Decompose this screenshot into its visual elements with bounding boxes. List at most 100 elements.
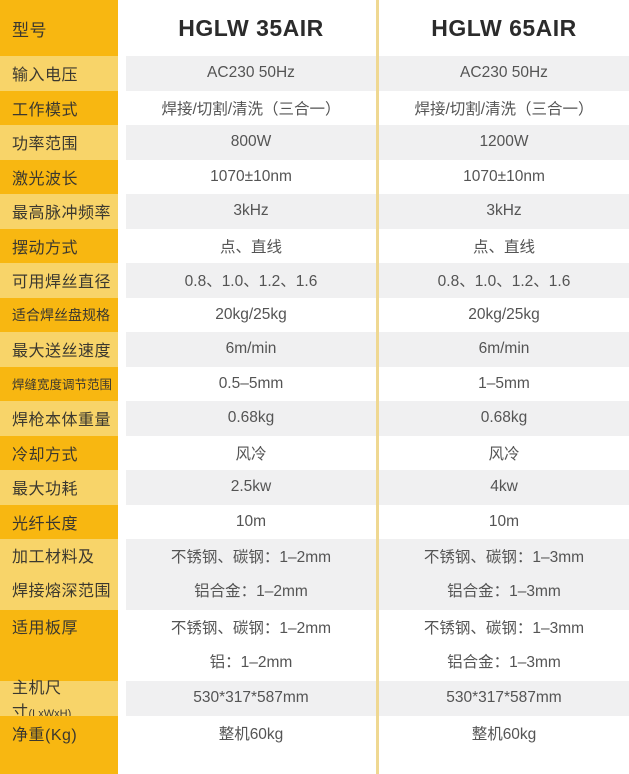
spec-value: 点、直线 xyxy=(379,228,629,263)
spec-value: 0.68kg xyxy=(379,401,629,436)
column-gutter xyxy=(118,504,126,539)
header-model-label: 型号 xyxy=(0,0,118,56)
spec-value: 1–5mm xyxy=(379,366,629,401)
column-gutter xyxy=(118,0,126,56)
spec-value-text: 3kHz xyxy=(486,202,522,220)
spec-value: 0.8、1.0、1.2、1.6 xyxy=(126,263,376,298)
spec-value-text: 20kg/25kg xyxy=(468,305,540,323)
column-gutter xyxy=(118,750,126,774)
row-label-text: 工作模式 xyxy=(12,101,79,119)
column-divider-line xyxy=(376,435,379,470)
table-row: 焊缝宽度调节范围 0.5–5mm 1–5mm xyxy=(0,366,629,401)
column-gutter xyxy=(118,90,126,125)
table-row: 光纤长度 10m 10m xyxy=(0,504,629,539)
spec-value-text: 0.68kg xyxy=(227,409,275,427)
spec-value-text: 风冷 xyxy=(488,445,520,463)
spec-value-text: 20kg/25kg xyxy=(215,305,287,323)
spec-value: 2.5kw xyxy=(126,470,376,505)
spec-value-text: AC230 50Hz xyxy=(207,64,295,82)
filler-col1 xyxy=(126,750,376,774)
table-row: 适用板厚 不锈钢、碳钢：1–2mm 铝：1–2mm 不锈钢、碳钢：1–3mm 铝合金：1… xyxy=(0,610,629,681)
table-row: 激光波长 1070±10nm 1070±10nm xyxy=(0,159,629,194)
column-gutter xyxy=(118,297,126,332)
row-label-text: 最大送丝速度 xyxy=(12,343,112,361)
spec-value-text: 0.68kg xyxy=(480,409,528,427)
table-header-row: 型号 HGLW 35AIR HGLW 65AIR xyxy=(0,0,629,56)
spec-value: 不锈钢、碳钢：1–3mm 铝合金：1–3mm xyxy=(379,610,629,681)
spec-value-text: 1070±10nm xyxy=(463,167,545,185)
spec-value: 1070±10nm xyxy=(379,159,629,194)
column-divider-line xyxy=(376,332,379,367)
spec-value: 0.68kg xyxy=(126,401,376,436)
spec-value: 0.8、1.0、1.2、1.6 xyxy=(379,263,629,298)
spec-value: AC230 50Hz xyxy=(379,56,629,91)
row-label: 适用板厚 xyxy=(0,610,118,681)
spec-value: 不锈钢、碳钢：1–2mm 铝：1–2mm xyxy=(126,610,376,681)
table-row: 净重(Kg) 整机60kg 整机60kg xyxy=(0,715,629,750)
spec-value-text: 6m/min xyxy=(478,340,530,358)
table-row: 最大送丝速度 6m/min 6m/min xyxy=(0,332,629,367)
column-gutter xyxy=(118,228,126,263)
spec-value-text: 530*317*587mm xyxy=(193,689,309,707)
table-row: 最大功耗 2.5kw 4kw xyxy=(0,470,629,505)
spec-value-text: 2.5kw xyxy=(230,478,272,496)
column-gutter xyxy=(118,539,126,610)
spec-value-text: 风冷 xyxy=(235,445,267,463)
spec-value: 风冷 xyxy=(379,435,629,470)
table-row: 功率范围 800W 1200W xyxy=(0,125,629,160)
row-label: 焊缝宽度调节范围 xyxy=(0,366,118,401)
spec-value: 3kHz xyxy=(379,194,629,229)
column-divider-line xyxy=(376,715,379,750)
spec-value-text: 点、直线 xyxy=(472,238,535,256)
spec-value: 0.5–5mm xyxy=(126,366,376,401)
spec-value: 整机60kg xyxy=(379,715,629,750)
column-divider-line xyxy=(376,194,379,229)
spec-value-text: 铝：1–2mm xyxy=(209,653,293,671)
spec-value-text: 530*317*587mm xyxy=(446,689,562,707)
row-label: 焊枪本体重量 xyxy=(0,401,118,436)
spec-value: 6m/min xyxy=(126,332,376,367)
spec-value-text: 不锈钢、碳钢：1–2mm xyxy=(170,548,332,566)
row-label: 工作模式 xyxy=(0,90,118,125)
row-label: 加工材料及 焊接熔深范围 xyxy=(0,539,118,610)
row-label-text: 焊缝宽度调节范围 xyxy=(12,378,113,393)
spec-value: 整机60kg xyxy=(126,715,376,750)
column-gutter xyxy=(118,159,126,194)
row-label: 输入电压 xyxy=(0,56,118,91)
filler-label-column xyxy=(0,750,118,774)
row-label-text: 适用板厚 xyxy=(12,620,79,637)
table-bottom-filler xyxy=(0,750,629,774)
spec-value-text: 1070±10nm xyxy=(210,167,292,185)
table-row: 适合焊丝盘规格 20kg/25kg 20kg/25kg xyxy=(0,297,629,332)
model-name-col2: HGLW 65AIR xyxy=(379,0,629,56)
spec-value: 10m xyxy=(126,504,376,539)
row-label-text: 加工材料及 xyxy=(12,548,95,566)
row-label: 最大功耗 xyxy=(0,470,118,505)
spec-value: 3kHz xyxy=(126,194,376,229)
row-label-text: 激光波长 xyxy=(12,170,79,188)
spec-value-text: AC230 50Hz xyxy=(460,64,548,82)
column-gutter xyxy=(118,610,126,681)
spec-value-text: 不锈钢、碳钢：1–3mm xyxy=(423,548,585,566)
column-divider-line xyxy=(376,504,379,539)
spec-value-text: 0.5–5mm xyxy=(218,374,284,392)
spec-value-text: 3kHz xyxy=(233,202,269,220)
spec-value: 10m xyxy=(379,504,629,539)
spec-value: 焊接/切割/清洗（三合一） xyxy=(379,90,629,125)
spec-value-text: 10m xyxy=(488,512,520,530)
spec-value: 20kg/25kg xyxy=(126,297,376,332)
column-gutter xyxy=(118,194,126,229)
row-label: 适合焊丝盘规格 xyxy=(0,297,118,332)
column-divider-line xyxy=(376,0,379,56)
column-divider-line xyxy=(376,401,379,436)
row-label-text: 净重(Kg) xyxy=(12,726,78,744)
column-divider-line xyxy=(376,297,379,332)
row-label: 最大送丝速度 xyxy=(0,332,118,367)
spec-value: 530*317*587mm xyxy=(379,681,629,716)
column-gutter xyxy=(118,681,126,716)
column-divider-line xyxy=(376,125,379,160)
table-row: 可用焊丝直径 0.8、1.0、1.2、1.6 0.8、1.0、1.2、1.6 xyxy=(0,263,629,298)
spec-value-text: 6m/min xyxy=(225,340,277,358)
spec-value-text: 4kw xyxy=(490,478,518,496)
column-gutter xyxy=(118,366,126,401)
